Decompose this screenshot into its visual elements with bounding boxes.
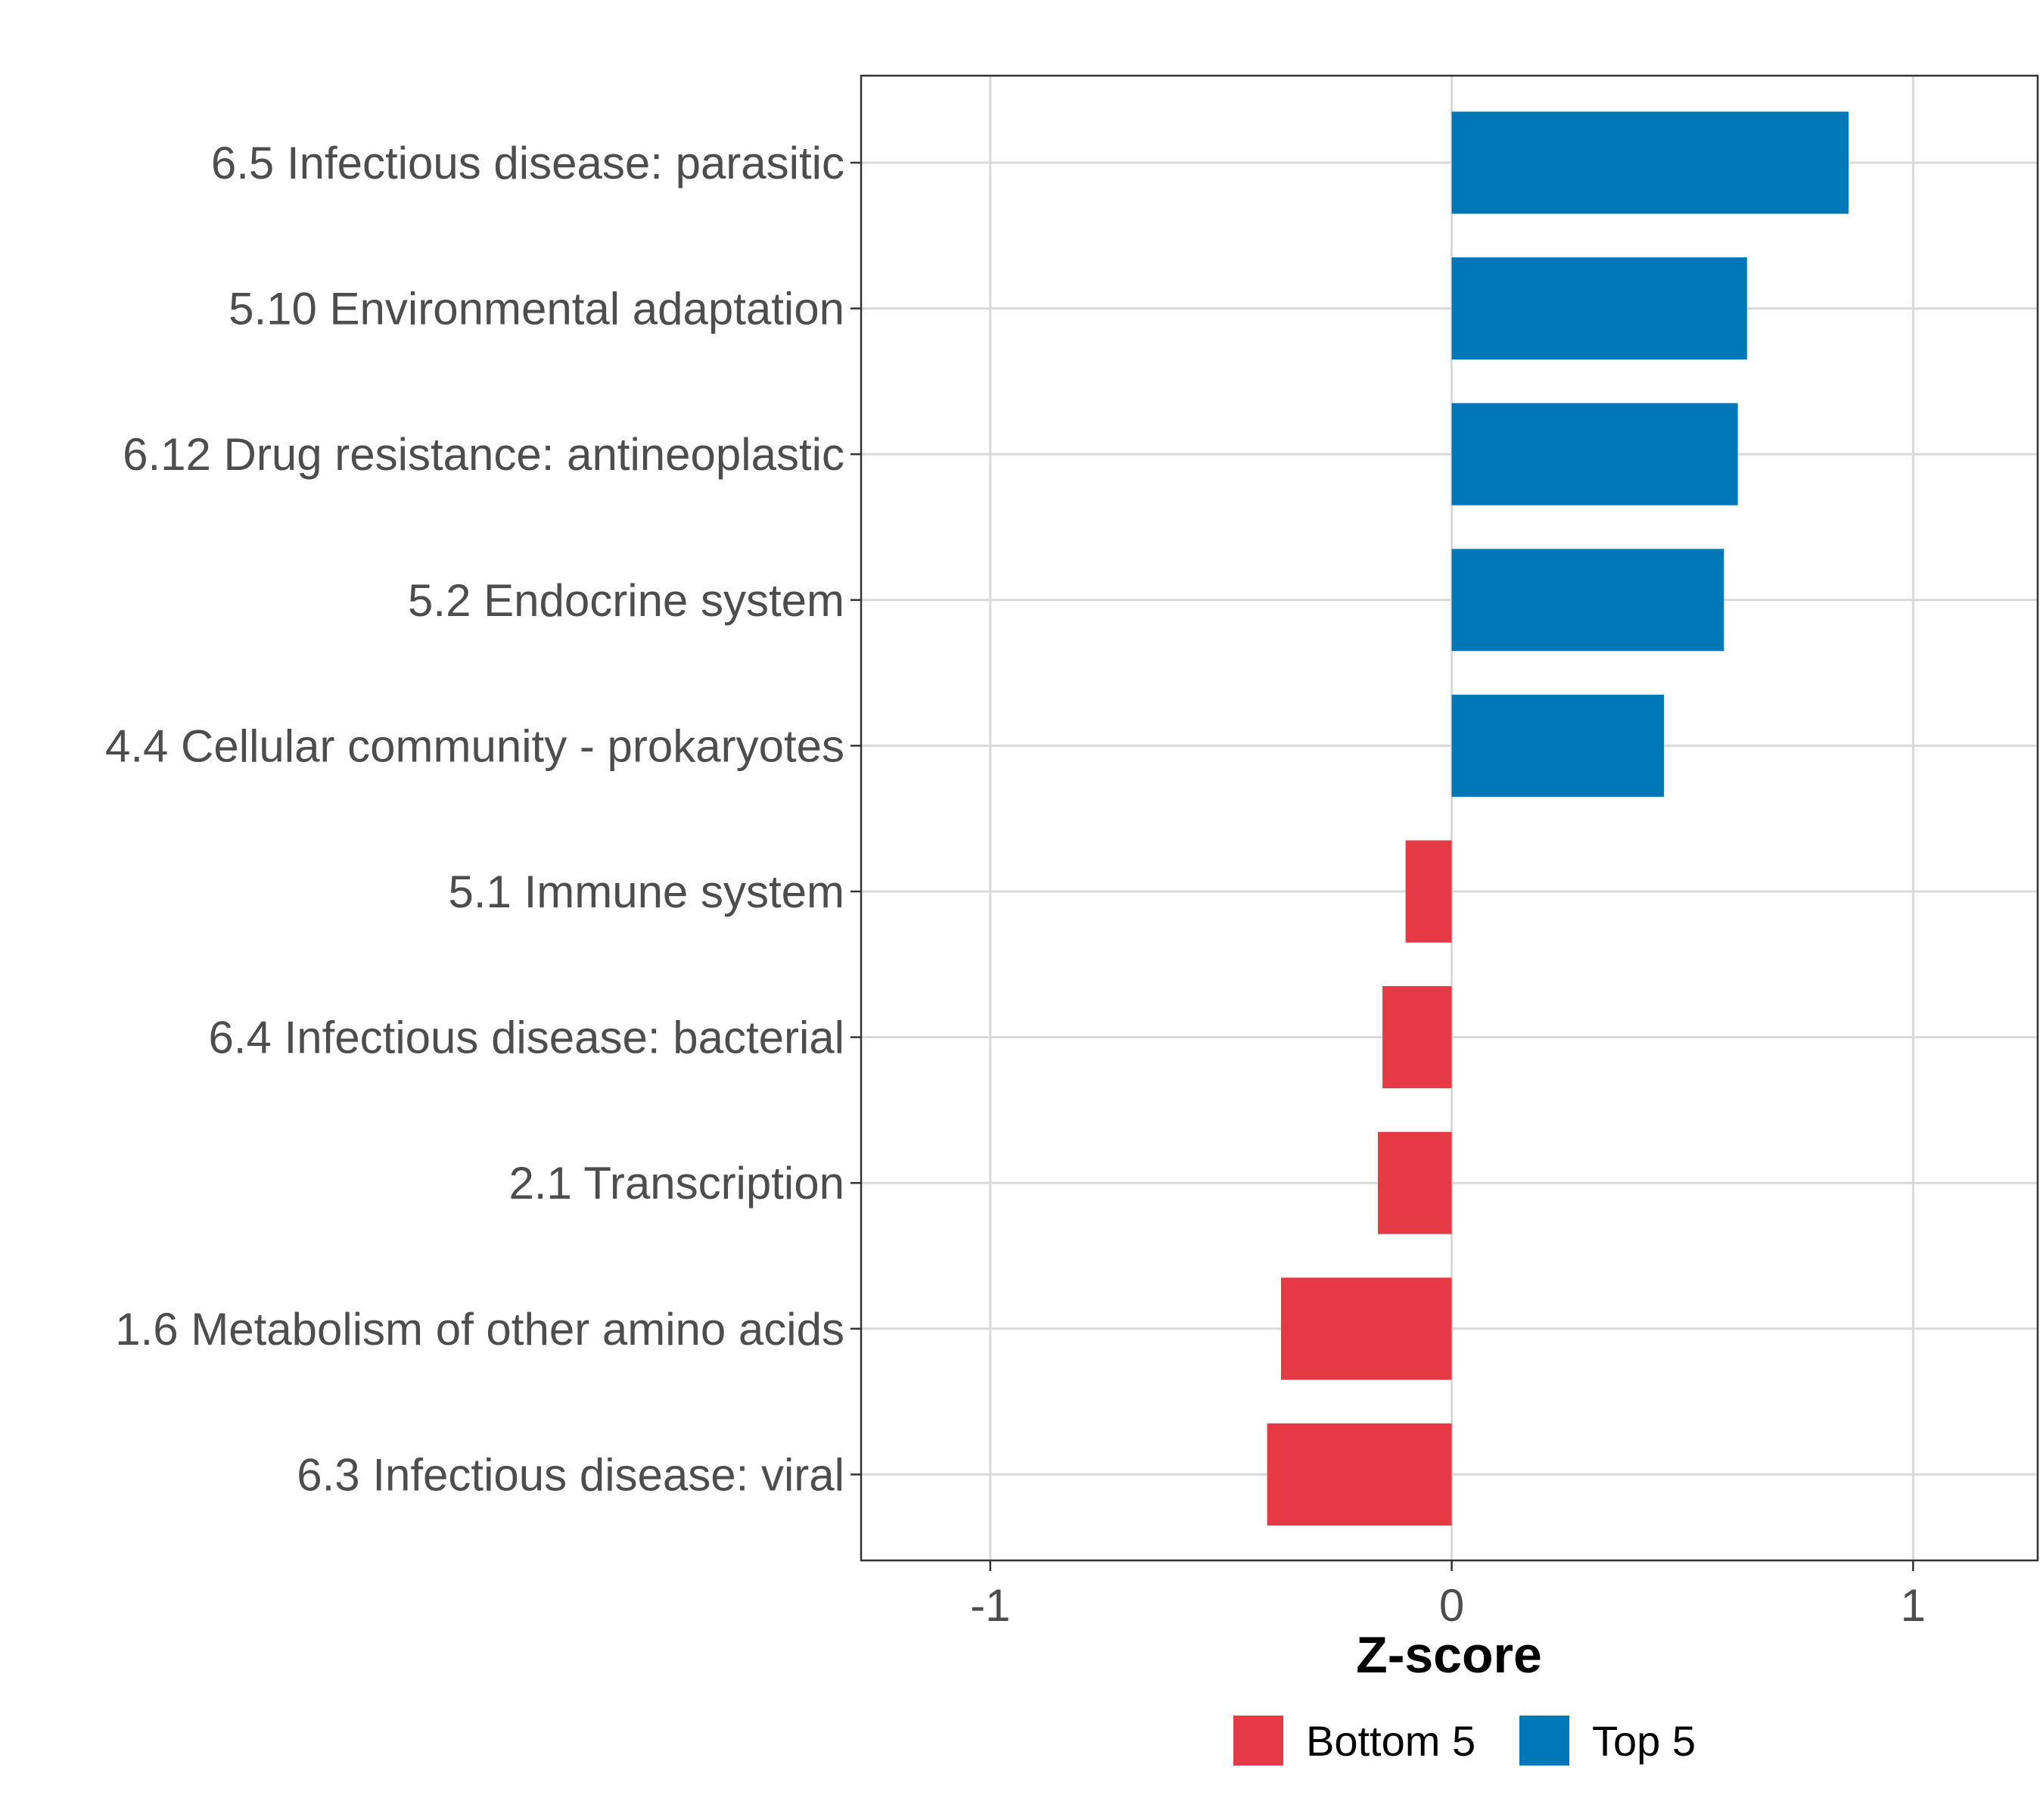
legend: Bottom 5 Top 5 — [1233, 1716, 1696, 1766]
bar — [1451, 257, 1747, 360]
y-tick-label: 6.5 Infectious disease: parasitic — [211, 138, 844, 188]
bar-layer — [1267, 111, 1849, 1526]
legend-swatch — [1519, 1716, 1569, 1766]
y-tick-label: 5.1 Immune system — [448, 866, 844, 917]
bar — [1267, 1423, 1452, 1526]
bar — [1382, 986, 1452, 1089]
bar — [1451, 694, 1665, 797]
y-tick-label: 6.4 Infectious disease: bacterial — [209, 1013, 845, 1063]
legend-swatch — [1233, 1716, 1283, 1766]
bar — [1377, 1131, 1452, 1234]
legend-label: Bottom 5 — [1306, 1717, 1476, 1765]
bar — [1405, 840, 1452, 943]
y-tick-label: 2.1 Transcription — [508, 1158, 844, 1209]
y-tick-label: 6.3 Infectious disease: viral — [297, 1449, 844, 1500]
legend-label: Top 5 — [1592, 1717, 1696, 1765]
panel-border — [860, 74, 2039, 1562]
axis-layer: -1 0 1 6.5 Infectious disease: parasitic 5.1… — [105, 138, 1926, 1631]
x-tick-label: -1 — [970, 1580, 1010, 1631]
bar — [1280, 1277, 1452, 1380]
bar — [1451, 549, 1724, 652]
y-tick-label: 4.4 Cellular community - prokaryotes — [105, 720, 844, 771]
x-tick-label: 0 — [1439, 1580, 1464, 1631]
y-tick-label: 6.12 Drug resistance: antineoplastic — [123, 429, 844, 480]
y-tick-label: 5.10 Environmental adaptation — [229, 284, 844, 334]
y-tick-label: 1.6 Metabolism of other amino acids — [115, 1304, 844, 1355]
x-axis-title: Z-score — [1356, 1626, 1542, 1684]
bar — [1451, 111, 1849, 214]
bar — [1451, 403, 1738, 506]
x-tick-label: 1 — [1901, 1580, 1926, 1631]
y-tick-label: 5.2 Endocrine system — [408, 575, 844, 626]
